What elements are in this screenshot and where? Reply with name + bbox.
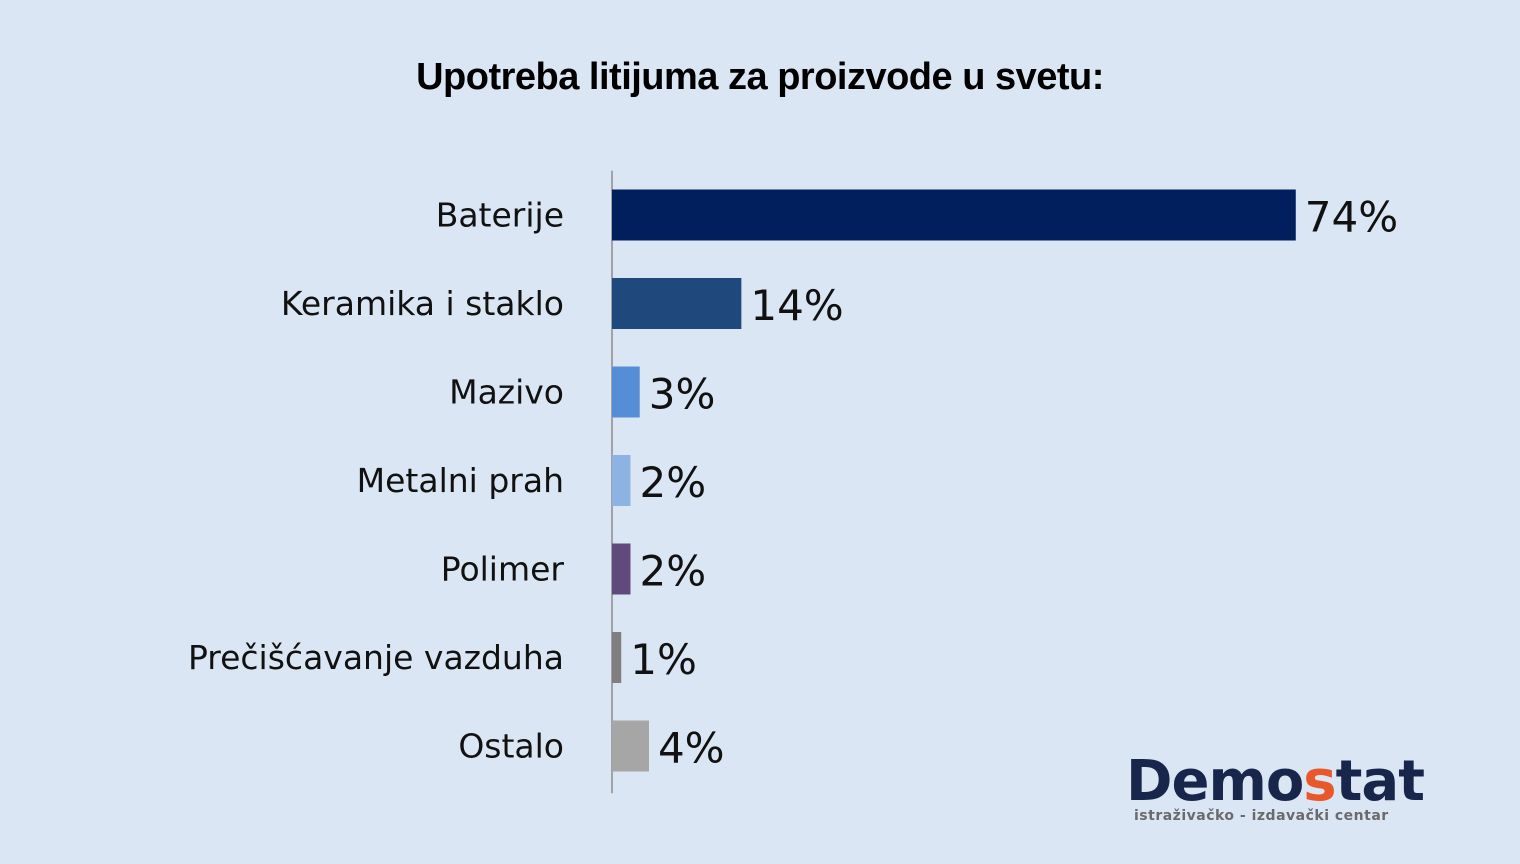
bar-1 (612, 278, 742, 329)
category-label: Keramika i staklo (281, 284, 564, 323)
bar-5 (612, 632, 622, 683)
bar-2 (612, 366, 640, 418)
logo-wordmark: Demostat (1126, 749, 1425, 814)
demostat-logo: Demostat istraživačko - izdavački centar (1126, 749, 1425, 825)
category-label: Baterije (436, 196, 564, 235)
category-label: Prečišćavanje vazduha (188, 638, 564, 677)
bar-0 (612, 189, 1296, 241)
bar-4 (612, 543, 631, 595)
category-label: Ostalo (458, 727, 564, 766)
value-label: 2% (639, 458, 706, 507)
value-label: 3% (649, 370, 716, 419)
chart-title: Upotreba litijuma za proizvode u svetu: (416, 56, 1104, 98)
value-label: 2% (639, 547, 706, 596)
value-label: 74% (1305, 193, 1398, 242)
category-label: Polimer (441, 550, 565, 589)
value-label: 14% (750, 281, 843, 330)
value-label: 4% (658, 724, 725, 773)
bar-3 (612, 455, 631, 506)
logo-text-main: Demo (1126, 749, 1304, 814)
logo-text-end: tat (1335, 749, 1425, 814)
logo-tagline: istraživačko - izdavački centar (1134, 808, 1389, 824)
value-label: 1% (630, 635, 697, 684)
category-label: Metalni prah (357, 461, 564, 500)
bar-6 (612, 720, 649, 772)
category-label: Mazivo (449, 373, 564, 412)
logo-text-accent: s (1303, 749, 1336, 814)
